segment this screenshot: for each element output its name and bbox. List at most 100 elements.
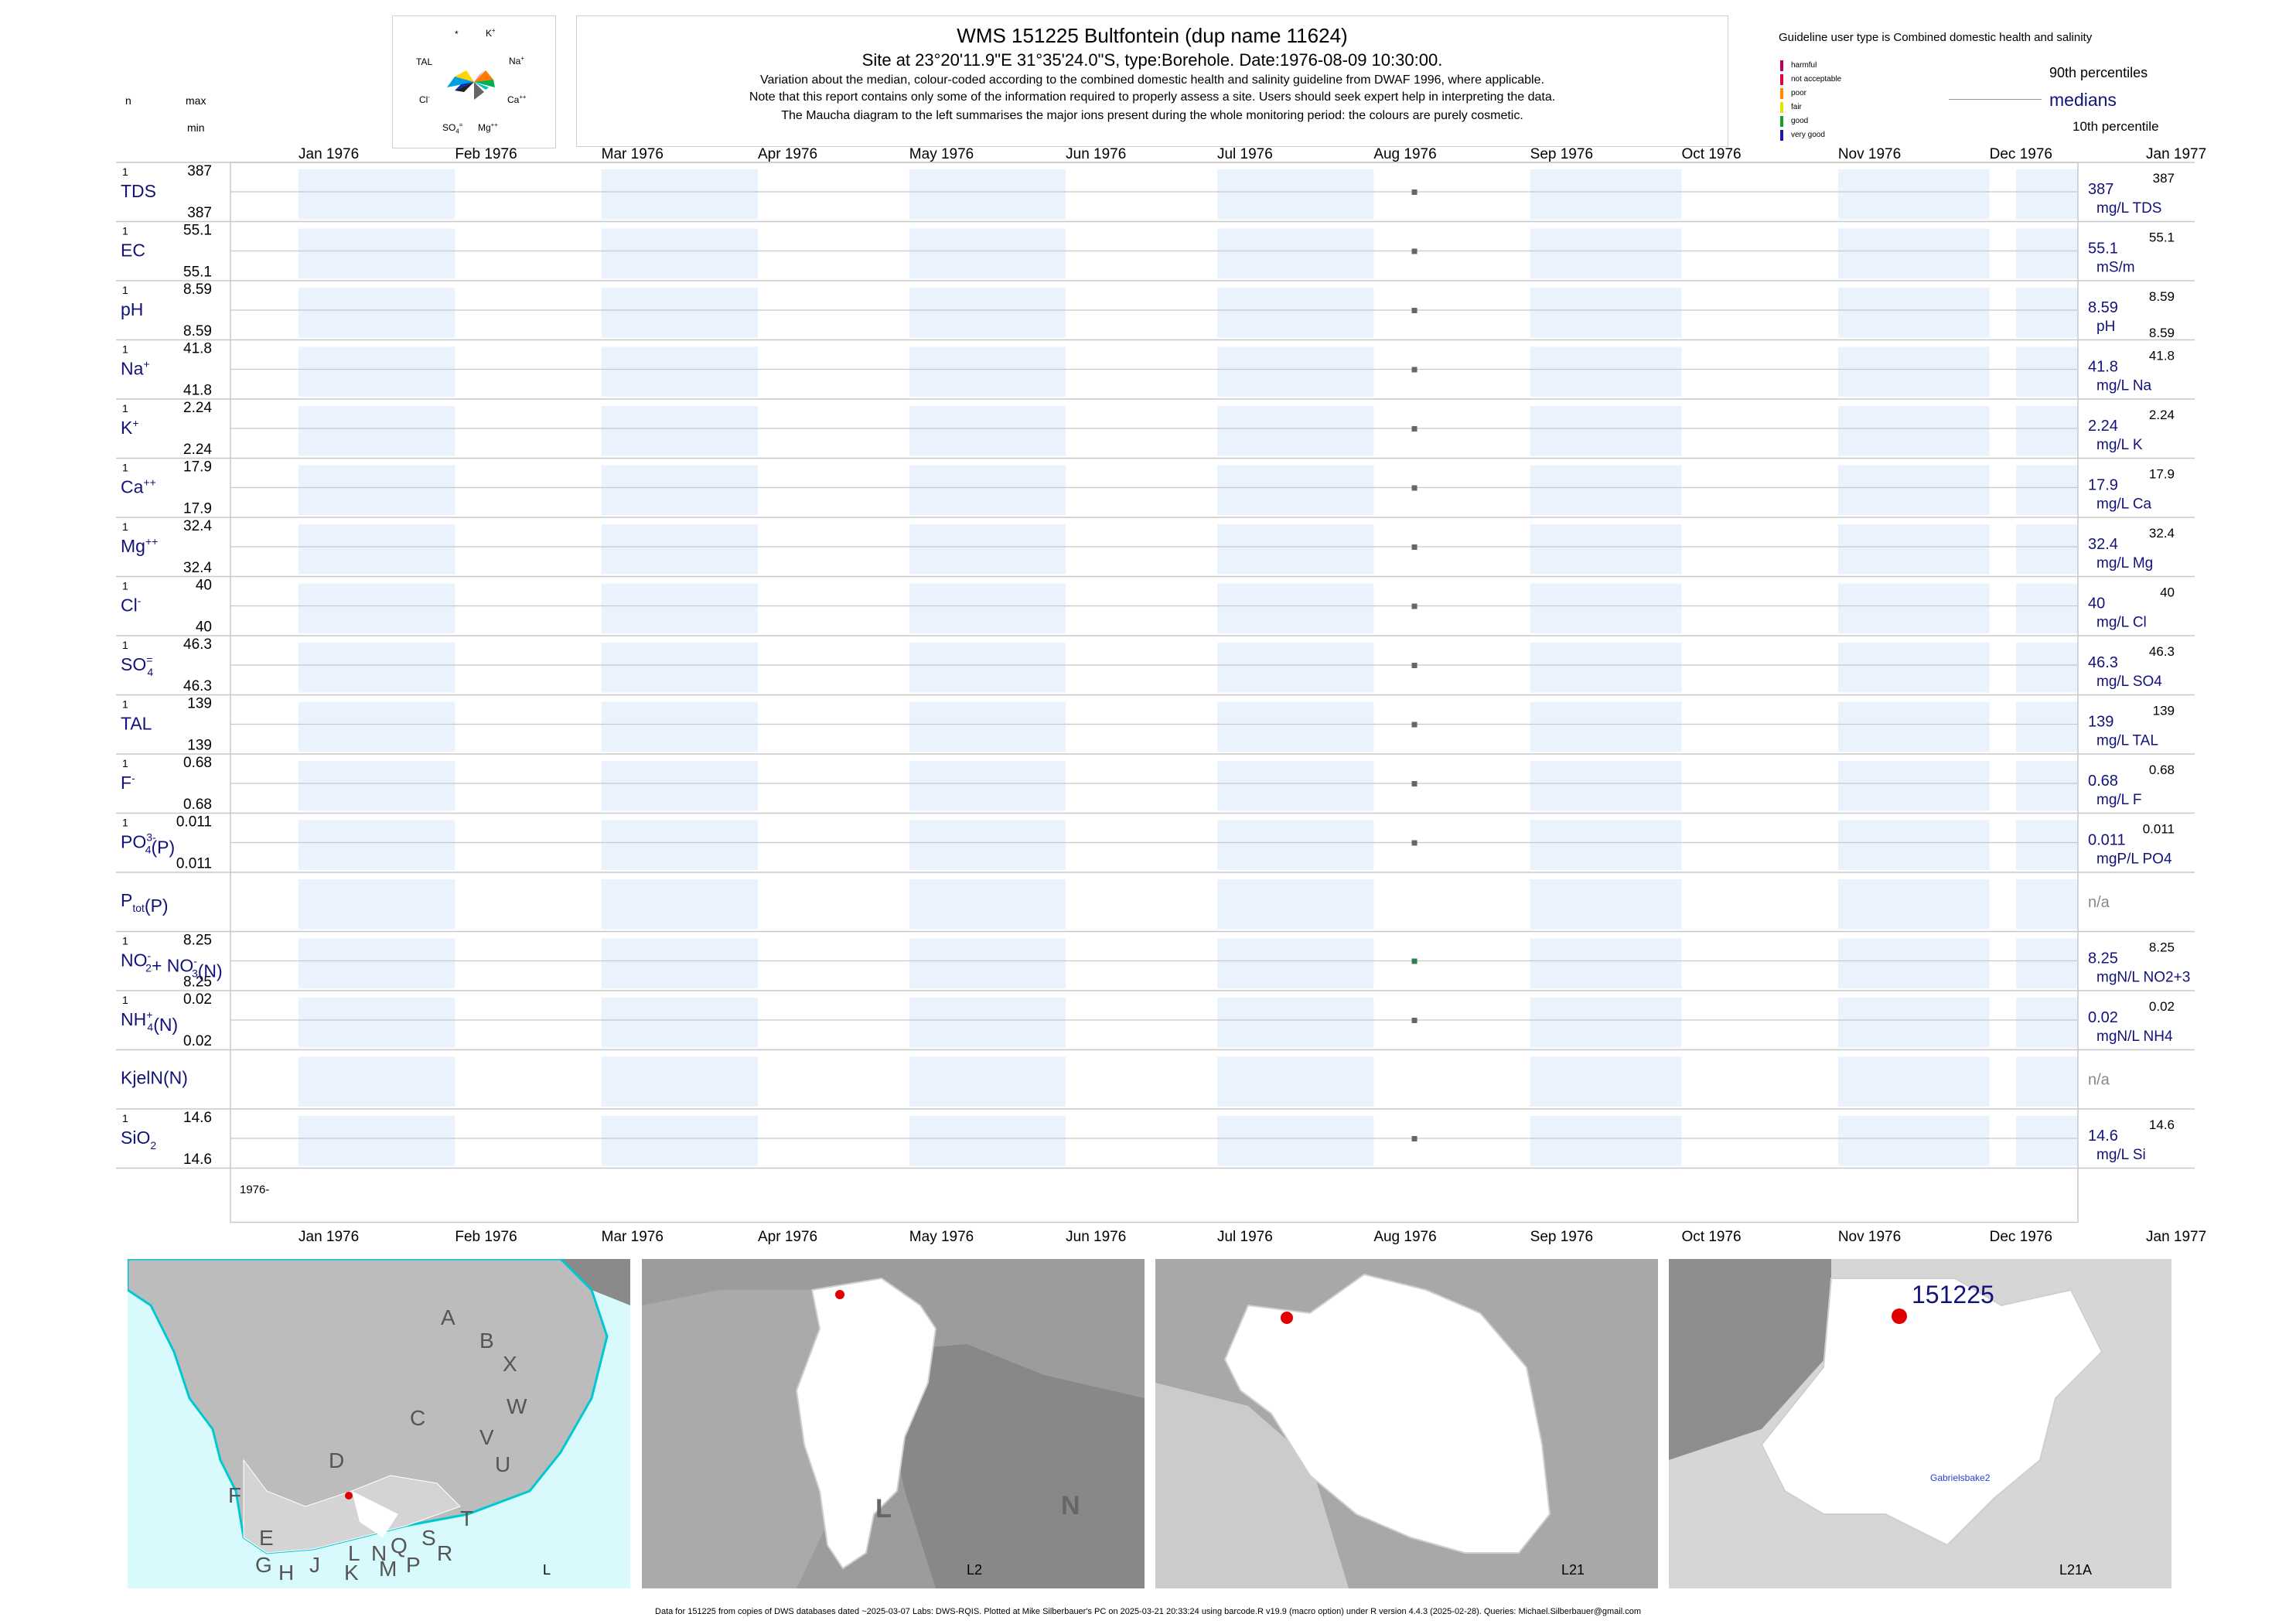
month-band [1530,1056,1682,1107]
month-tick-bottom: Nov 1976 [1838,1229,1901,1245]
data-point [1411,544,1418,550]
month-band [1216,938,1374,988]
row-label: TDS [121,181,156,201]
note-disclaimer: Note that this report contains only some… [749,90,1556,104]
row-label: NO-2+ NO-3(N) [121,950,223,981]
row-label: EC [121,241,145,261]
header-max: max [186,94,206,107]
maucha-label-mg: Mg++ [478,121,498,133]
month-band [909,465,1066,515]
row-label: pH [121,299,143,319]
legend-class-label: fair [1791,103,1802,111]
month-band [299,346,455,397]
row-label: F- [121,772,135,793]
row-unit: mg/L SO4 [2096,674,2162,690]
month-band [1216,701,1374,752]
row-p90: 387 [2153,171,2175,186]
legend-swatch-4 [1780,116,1783,127]
month-band [2016,643,2078,693]
month-band [299,1056,455,1107]
row-unit: mg/L TDS [2096,200,2161,217]
month-band [1837,524,1990,575]
legend-class-label: very good [1791,131,1825,139]
month-band [299,643,455,693]
row-label: K+ [121,417,139,438]
month-band [1530,346,1682,397]
row-n: 1 [122,1112,128,1124]
month-band [1216,583,1374,633]
row-label: Mg++ [121,535,158,556]
month-band [909,1056,1066,1107]
map1-region-t: T [460,1506,474,1530]
month-band [1216,465,1374,515]
map3-caption: L21 [1561,1562,1585,1578]
row-min: 0.02 [183,1033,212,1049]
row-n: 1 [122,165,128,178]
month-tick-top: Dec 1976 [1990,146,2052,162]
legend-median-line [1949,99,2042,100]
month-tick-bottom: Jan 1977 [2146,1229,2206,1245]
month-band [1837,761,1990,811]
month-band [299,761,455,811]
map1-region-j: J [309,1553,320,1577]
month-band [909,820,1066,870]
month-tick-bottom: Dec 1976 [1990,1229,2052,1245]
row-min: 0.011 [176,856,212,872]
row-p90: 0.011 [2143,822,2175,837]
month-band [601,879,758,930]
legend-swatch-2 [1780,88,1783,99]
row-max: 46.3 [183,636,212,653]
month-band [2016,228,2078,278]
month-band [299,1116,455,1166]
data-point [1411,840,1418,846]
row-n: 1 [122,284,128,296]
data-point [1411,367,1418,373]
row-unit: mg/L F [2096,792,2141,808]
map2-caption: L2 [967,1562,983,1578]
month-band [2016,524,2078,575]
row-n: 1 [122,520,128,533]
row-max: 387 [187,163,212,179]
month-band [601,1056,758,1107]
month-band [1216,761,1374,811]
map1-region-a: A [441,1305,455,1329]
month-band [299,820,455,870]
header-min: min [187,121,205,134]
month-tick-bottom: Aug 1976 [1373,1229,1436,1245]
month-band [1216,820,1374,870]
row-max: 55.1 [183,223,212,239]
row-median: 41.8 [2088,359,2118,376]
row-min: 8.25 [183,974,212,991]
data-point [1411,663,1418,668]
row-n: 1 [122,994,128,1006]
row-unit: pH [2096,319,2115,335]
map4-place-label: Gabrielsbake2 [1930,1472,1991,1483]
map1-caption: L [543,1562,551,1578]
month-band [1530,583,1682,633]
month-band [601,583,758,633]
month-band [299,465,455,515]
maucha-label-tal: TAL [416,56,433,67]
data-point [1411,189,1418,195]
site-description: Site at 23°20'11.9"E 31°35'24.0"S, type:… [861,50,1443,70]
map-l2-shape [642,1259,1145,1588]
map1-region-g: G [255,1553,272,1577]
map-south-africa-shape [128,1259,630,1588]
maucha-label-star: * [455,29,459,39]
row-min: 387 [187,205,212,221]
row-median-na: n/a [2088,894,2110,911]
row-min: 2.24 [183,442,212,458]
month-band [909,998,1066,1048]
map1-region-c: C [410,1406,426,1430]
row-p90: 8.59 [2149,289,2175,304]
month-tick-top: Mar 1976 [602,146,664,162]
month-tick-top: Jul 1976 [1217,146,1273,162]
maucha-label-na: Na+ [509,55,524,67]
month-band [1216,228,1374,278]
data-point [1411,1018,1418,1023]
month-band [299,701,455,752]
month-tick-bottom: Sep 1976 [1530,1229,1593,1245]
map-l21: L21 [1155,1259,1658,1588]
row-max: 40 [196,578,212,594]
legend-p90: 90th percentiles [2049,65,2148,80]
